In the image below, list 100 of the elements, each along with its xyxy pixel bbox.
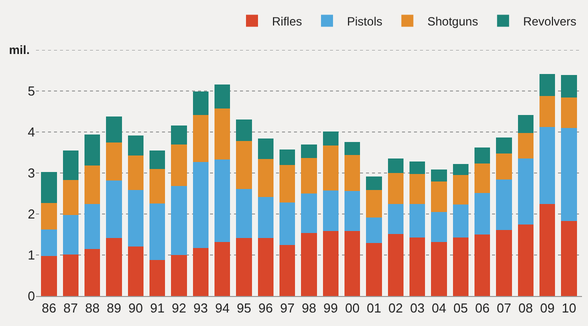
x-tick-label: 86 (42, 300, 56, 316)
bar (171, 186, 187, 255)
bar (540, 204, 556, 296)
x-tick-label: 96 (258, 300, 273, 316)
legend-label: Revolvers (523, 14, 576, 28)
bar (366, 176, 382, 190)
bar (322, 146, 338, 191)
bar (388, 234, 404, 296)
bar (301, 158, 317, 194)
x-tick-label: 04 (432, 300, 446, 316)
bar (236, 141, 252, 189)
bar (258, 159, 274, 198)
bar (344, 154, 360, 192)
x-tick-label: 03 (410, 300, 425, 316)
legend-label: Rifles (272, 14, 302, 28)
bar (518, 132, 534, 159)
bar (301, 144, 317, 158)
bar (84, 248, 100, 296)
bar (518, 158, 534, 225)
x-tick-label: 94 (215, 300, 230, 316)
bar (128, 246, 144, 296)
bar (344, 231, 360, 296)
bar (62, 180, 78, 216)
bar (561, 128, 577, 221)
bar (236, 188, 252, 238)
bar (171, 144, 187, 186)
bar (128, 136, 144, 156)
y-tick-label: 5 (28, 84, 35, 99)
x-tick-label: 97 (280, 300, 295, 316)
bar (431, 242, 447, 296)
bar (41, 230, 57, 256)
bar (540, 74, 556, 96)
bar (301, 194, 317, 233)
y-tick-label: 3 (28, 166, 35, 181)
x-tick-label: 88 (85, 300, 100, 316)
bar (171, 125, 187, 145)
legend-label: Pistols (347, 14, 382, 28)
bar (106, 142, 122, 180)
bar (62, 150, 78, 180)
x-tick-label: 09 (540, 300, 555, 316)
x-tick-label: 01 (366, 300, 382, 316)
bar (150, 203, 166, 260)
bar (518, 115, 534, 133)
bar (452, 237, 468, 296)
bar (236, 238, 252, 296)
bar (474, 193, 490, 234)
bar (128, 155, 144, 190)
x-tick-label: 06 (475, 300, 490, 316)
x-tick-label: 92 (172, 300, 186, 316)
bar (41, 256, 57, 296)
bar (322, 231, 338, 296)
bar (192, 162, 208, 248)
bar (106, 116, 122, 142)
y-tick-label: 2 (28, 206, 35, 222)
bar (280, 150, 296, 165)
bar (496, 137, 512, 154)
x-tick-label: 00 (345, 300, 360, 316)
x-tick-label: 93 (193, 300, 208, 316)
bar (388, 204, 404, 234)
x-tick-label: 89 (106, 300, 122, 316)
bar (496, 230, 512, 296)
bar (41, 202, 57, 230)
y-tick-label: 4 (28, 124, 35, 140)
bar (388, 173, 404, 204)
bar (280, 164, 296, 203)
bar (452, 164, 468, 176)
bar (410, 174, 426, 204)
bar (192, 248, 208, 296)
bar (474, 164, 490, 194)
x-tick-label: 90 (128, 300, 143, 316)
x-tick-label: 02 (388, 300, 403, 316)
x-tick-label: 91 (150, 300, 165, 316)
bar (62, 215, 78, 255)
bar (496, 180, 512, 230)
bar (540, 127, 556, 204)
x-tick-label: 10 (562, 300, 576, 316)
bar (258, 238, 274, 296)
bar (258, 197, 274, 238)
bar (171, 255, 187, 296)
bar (62, 254, 78, 296)
bar (431, 212, 447, 242)
bar (280, 244, 296, 296)
y-axis-title: mil. (9, 43, 30, 57)
bar (561, 98, 577, 128)
bar (410, 162, 426, 174)
bar (366, 243, 382, 296)
x-tick-label: 95 (236, 300, 252, 316)
bar (84, 166, 100, 204)
y-tick-label: 1 (28, 248, 35, 263)
bar (474, 148, 490, 164)
bar (561, 220, 577, 296)
bar (41, 172, 57, 203)
bar (322, 132, 338, 146)
bar (474, 234, 490, 296)
x-tick-label: 08 (518, 300, 533, 316)
bar (540, 96, 556, 128)
bar (214, 108, 230, 160)
bar (106, 238, 122, 296)
bar (214, 159, 230, 242)
x-tick-label: 07 (496, 300, 512, 316)
